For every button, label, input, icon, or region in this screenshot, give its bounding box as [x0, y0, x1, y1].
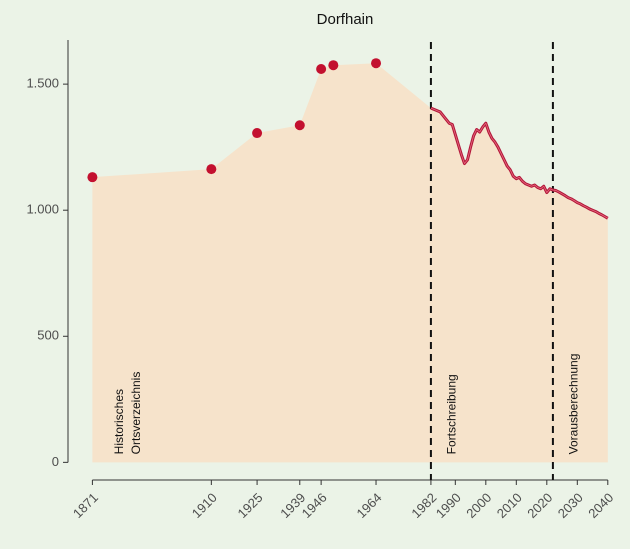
x-tick-label: 1871 [70, 490, 101, 521]
point [316, 63, 327, 74]
x-tick-label: 2040 [585, 490, 616, 521]
chart-title: Dorfhain [317, 11, 374, 28]
point [87, 172, 98, 183]
annotation: Fortschreibung [444, 374, 458, 454]
point [371, 58, 382, 69]
y-tick-label: 0 [52, 454, 59, 469]
point [294, 120, 305, 131]
x-tick-label: 1946 [299, 490, 330, 521]
y-tick-label: 1.000 [26, 202, 59, 217]
x-tick-label: 1910 [189, 490, 220, 521]
annotation: Historisches [112, 389, 126, 454]
x-tick-label: 2000 [463, 490, 494, 521]
point [328, 60, 339, 71]
x-tick-label: 1925 [235, 490, 266, 521]
point [206, 164, 217, 175]
x-tick-label: 2010 [494, 490, 525, 521]
y-tick-label: 1.500 [26, 76, 59, 91]
x-tick-label: 1964 [354, 490, 385, 521]
x-tick-label: 2020 [524, 490, 555, 521]
line-highlight [430, 107, 609, 219]
y-tick-label: 500 [37, 328, 59, 343]
annotation: Ortsverzeichnis [129, 372, 143, 455]
point [252, 128, 263, 139]
annotation: Vorausberechnung [566, 354, 580, 455]
x-tick-label: 2030 [555, 490, 586, 521]
x-tick-label: 1990 [433, 490, 464, 521]
area [92, 63, 608, 463]
x-tick-label: 1982 [408, 490, 439, 521]
